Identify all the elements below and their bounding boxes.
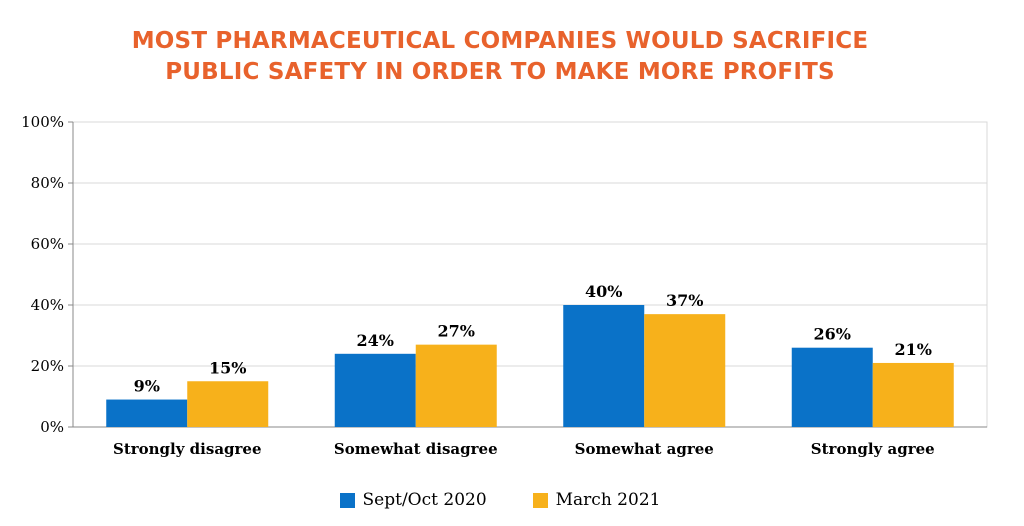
bar-series-1-2 (563, 305, 645, 427)
bar-chart: 0% 20% 40% 60% 80% 100% 9% 15% 24% 27% 40% 37% 26% 2… (21, 113, 988, 458)
x-tick-label: Somewhat agree (575, 440, 714, 458)
bar-series-2-1 (415, 344, 497, 427)
legend-swatch-series-1 (339, 492, 355, 508)
data-labels: 9% 15% 24% 27% 40% 37% 26% 21% (134, 282, 932, 396)
bar-series-2-3 (872, 362, 954, 427)
bar-series-2-0 (187, 381, 269, 427)
chart-title: MOST PHARMACEUTICAL COMPANIES WOULD SACR… (0, 26, 1000, 88)
bar-series-1-0 (106, 399, 188, 427)
y-tick-label: 20% (31, 357, 64, 375)
data-label-series-2-2: 37% (666, 291, 703, 310)
legend-label-series-2: March 2021 (555, 490, 661, 510)
y-tick-label: 0% (40, 418, 64, 436)
legend-item-series-2: March 2021 (532, 490, 661, 510)
legend: Sept/Oct 2020 March 2021 (0, 490, 1000, 510)
y-tick-label: 80% (31, 174, 64, 192)
data-label-series-1-3: 26% (814, 325, 851, 344)
chart-title-line-1: MOST PHARMACEUTICAL COMPANIES WOULD SACR… (131, 28, 869, 54)
data-label-series-1-1: 24% (357, 331, 394, 350)
x-axis-ticks: Strongly disagree Somewhat disagree Somewh… (113, 440, 935, 458)
bars (106, 305, 954, 427)
data-label-series-2-0: 15% (209, 358, 246, 377)
data-label-series-2-1: 27% (438, 322, 475, 341)
data-label-series-2-3: 21% (895, 340, 932, 359)
x-tick-label: Strongly agree (811, 440, 935, 458)
y-tick-label: 60% (31, 235, 64, 253)
bar-series-1-3 (791, 347, 873, 427)
x-tick-label: Strongly disagree (113, 440, 262, 458)
legend-item-series-1: Sept/Oct 2020 (339, 490, 487, 510)
bar-series-2-2 (644, 314, 726, 427)
data-label-series-1-0: 9% (134, 377, 160, 396)
chart-title-line-2: PUBLIC SAFETY IN ORDER TO MAKE MORE PROF… (165, 59, 835, 85)
bar-series-1-1 (334, 353, 416, 427)
y-tick-label: 40% (31, 296, 64, 314)
data-label-series-1-2: 40% (585, 282, 622, 301)
y-tick-label: 100% (21, 113, 64, 131)
x-tick-label: Somewhat disagree (334, 440, 498, 458)
legend-label-series-1: Sept/Oct 2020 (362, 490, 487, 510)
legend-swatch-series-2 (532, 492, 548, 508)
